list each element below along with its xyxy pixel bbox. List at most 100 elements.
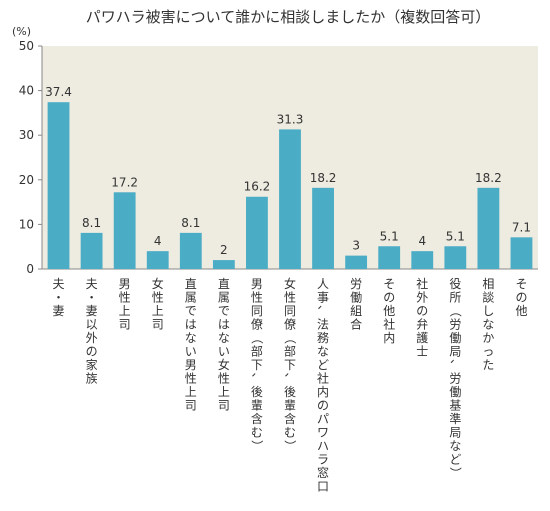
svg-text:所: 所 [449,291,461,305]
svg-text:下: 下 [284,358,296,372]
svg-text:そ: そ [383,277,395,291]
data-label: 18.2 [475,171,502,185]
svg-text:含: 含 [284,411,296,426]
svg-text:他: 他 [515,304,527,318]
category-labels: 夫・妻夫・妻以外の家族男性上司女性上司直属ではない男性上司直属ではない女性上司男… [53,276,528,494]
bar [510,237,533,269]
svg-text:、: 、 [448,359,462,371]
svg-text:以: 以 [86,318,98,332]
svg-text:ど: ど [317,358,329,372]
bar [212,260,235,269]
svg-text:僚: 僚 [284,317,296,332]
data-label: 4 [418,234,426,248]
svg-text:の: の [515,291,527,305]
y-tick-label: 0 [26,262,34,276]
svg-text:む: む [251,426,263,440]
svg-text:上: 上 [119,304,131,318]
svg-text:い: い [218,345,230,359]
bar [411,251,434,269]
svg-text:直: 直 [218,277,230,291]
svg-text:な: な [185,331,197,345]
svg-text:同: 同 [251,304,263,318]
svg-text:ど: ど [449,453,461,467]
svg-text:家: 家 [86,357,98,372]
svg-text:性: 性 [251,291,263,305]
svg-text:司: 司 [218,399,230,413]
svg-text:働: 働 [449,385,461,399]
svg-text:）: ） [283,440,297,452]
svg-text:上: 上 [185,385,197,399]
svg-text:準: 準 [449,411,461,426]
svg-text:社: 社 [383,317,395,332]
svg-text:後: 後 [284,385,296,399]
svg-text:）: ） [250,440,264,452]
svg-text:窓: 窓 [317,465,329,480]
svg-text:司: 司 [152,318,164,332]
svg-text:な: な [317,345,329,359]
svg-text:役: 役 [449,276,461,291]
y-tick-label: 40 [19,84,34,98]
svg-text:社: 社 [317,371,329,386]
data-label: 18.2 [310,171,337,185]
bar [80,232,103,269]
data-label: 5.1 [446,229,465,243]
svg-text:か: か [482,331,494,345]
svg-text:夫: 夫 [86,277,98,291]
svg-text:社: 社 [416,276,428,291]
svg-text:上: 上 [152,304,164,318]
svg-text:上: 上 [218,385,230,399]
svg-text:、: 、 [316,305,330,317]
svg-text:は: は [218,318,230,332]
svg-text:の: の [317,399,329,413]
svg-text:労: 労 [449,372,461,386]
svg-text:護: 護 [416,330,428,345]
svg-text:基: 基 [449,399,461,413]
svg-text:男: 男 [185,358,197,372]
svg-text:部: 部 [284,344,296,359]
svg-text:働: 働 [350,291,362,305]
svg-text:そ: そ [515,277,527,291]
category-label: 夫・妻 [53,277,65,318]
svg-text:夫: 夫 [53,277,65,291]
svg-text:、: 、 [250,372,264,384]
svg-text:は: は [185,318,197,332]
svg-text:男: 男 [251,277,263,291]
svg-text:っ: っ [482,345,494,359]
data-label: 8.1 [82,216,101,230]
svg-text:た: た [482,358,494,372]
svg-text:合: 合 [350,317,362,332]
chart-title: パワハラ被害について誰かに相談しましたか（複数回答可） [86,8,490,26]
svg-text:族: 族 [86,372,98,386]
svg-text:法: 法 [317,318,329,332]
bars: 37.4 8.1 17.2 4 8.1 2 16.2 31.3 18.2 3 5.1 4 5.1 18.2… [45,85,533,269]
data-label: 37.4 [45,85,72,99]
svg-text:局: 局 [449,426,461,440]
svg-text:輩: 輩 [251,398,263,413]
data-label: 17.2 [111,175,138,189]
svg-text:い: い [185,345,197,359]
svg-text:司: 司 [119,318,131,332]
svg-text:同: 同 [284,304,296,318]
svg-text:司: 司 [185,399,197,413]
svg-text:な: な [218,331,230,345]
svg-text:な: な [449,439,461,453]
data-label: 7.1 [512,220,531,234]
svg-text:パ: パ [317,412,329,426]
bar [477,187,500,269]
data-label: 5.1 [380,229,399,243]
svg-text:む: む [284,426,296,440]
svg-text:局: 局 [449,345,461,359]
bar [345,255,368,269]
svg-text:ラ: ラ [317,453,329,467]
svg-text:妻: 妻 [53,304,65,318]
svg-text:直: 直 [185,277,197,291]
bar [113,192,136,269]
svg-text:・: ・ [53,291,65,305]
